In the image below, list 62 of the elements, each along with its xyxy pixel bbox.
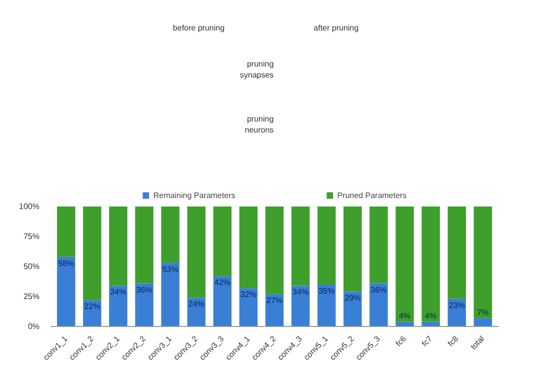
bar bbox=[396, 322, 414, 326]
text: pruning synapses bbox=[240, 60, 274, 80]
bar bbox=[83, 206, 102, 300]
data-label: 4% bbox=[398, 312, 411, 321]
legend-label: Pruned Parameters bbox=[337, 190, 407, 200]
bar bbox=[109, 206, 128, 286]
bar bbox=[344, 206, 362, 292]
data-label: 34% bbox=[110, 288, 126, 297]
bar bbox=[370, 283, 388, 326]
data-label: 35% bbox=[318, 286, 335, 296]
text: before pruning bbox=[172, 24, 225, 32]
legend-label: Remaining Parameters bbox=[153, 190, 236, 200]
x-tick-label: fc7 bbox=[420, 334, 434, 348]
bar bbox=[265, 206, 284, 294]
y-tick-label: 0% bbox=[28, 322, 40, 331]
bar bbox=[422, 206, 440, 322]
data-label: 58% bbox=[58, 258, 74, 268]
bar bbox=[135, 283, 154, 326]
y-tick-label: 100% bbox=[19, 202, 40, 211]
bar bbox=[161, 206, 180, 263]
bar bbox=[135, 206, 154, 284]
data-label: 23% bbox=[448, 300, 465, 310]
y-tick-label: 25% bbox=[23, 292, 40, 301]
text: after pruning bbox=[314, 24, 359, 32]
bar bbox=[474, 318, 492, 326]
data-label: 24% bbox=[188, 300, 204, 309]
bar bbox=[448, 206, 466, 299]
y-tick-label: 75% bbox=[23, 232, 40, 241]
data-label: 4% bbox=[425, 312, 437, 321]
data-label: 53% bbox=[162, 264, 178, 274]
bar bbox=[213, 276, 232, 326]
bar bbox=[291, 286, 310, 326]
bar bbox=[239, 288, 258, 326]
bar bbox=[213, 206, 232, 276]
data-label: 36% bbox=[136, 285, 152, 294]
bar bbox=[57, 206, 76, 257]
data-label: 36% bbox=[370, 285, 387, 294]
y-tick-label: 50% bbox=[23, 262, 40, 271]
x-tick-label: fc8 bbox=[446, 334, 460, 348]
bar bbox=[317, 206, 336, 284]
bar bbox=[396, 206, 414, 322]
data-label: 29% bbox=[344, 294, 361, 303]
bar bbox=[370, 206, 388, 284]
data-label: 22% bbox=[84, 302, 100, 312]
bar bbox=[291, 206, 310, 286]
data-label: 7% bbox=[477, 308, 489, 318]
bar bbox=[57, 256, 76, 326]
bar bbox=[239, 206, 258, 288]
data-label: 27% bbox=[266, 296, 283, 306]
x-tick-label: fc6 bbox=[394, 334, 408, 348]
bar bbox=[474, 206, 492, 318]
bar bbox=[344, 292, 362, 326]
data-label: 32% bbox=[240, 290, 256, 300]
bar bbox=[187, 298, 206, 326]
data-label: 42% bbox=[214, 278, 230, 288]
bar bbox=[109, 286, 128, 326]
text: pruning neurons bbox=[244, 114, 274, 134]
bar bbox=[187, 206, 206, 298]
bar bbox=[317, 284, 336, 326]
bar bbox=[422, 322, 440, 326]
bar bbox=[161, 262, 180, 326]
data-label: 34% bbox=[292, 288, 309, 297]
